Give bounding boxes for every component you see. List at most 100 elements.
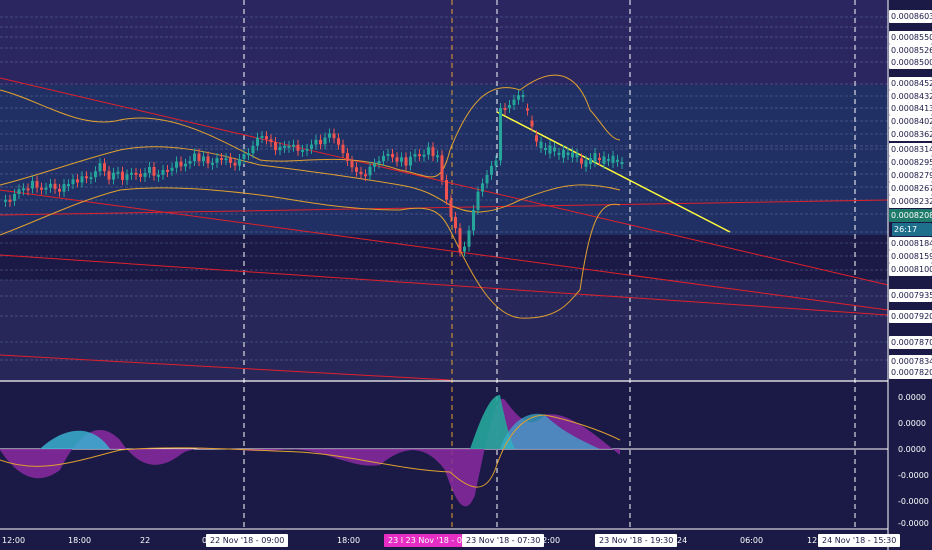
candle-body	[53, 183, 57, 189]
price-label: 0.0008279	[889, 169, 932, 182]
candle-body	[499, 108, 502, 161]
oscillator-signal-line	[0, 414, 621, 488]
candle-body	[391, 153, 394, 158]
candle-body	[517, 95, 520, 100]
candle-body	[157, 174, 160, 177]
candle-body	[580, 158, 583, 164]
candle-body	[238, 159, 241, 166]
lower-zone	[0, 280, 888, 380]
candle-body	[13, 194, 16, 201]
candle-body	[76, 179, 79, 183]
candle-body	[337, 138, 340, 145]
candle-body	[431, 147, 435, 157]
oscillator-label: 0.0000	[898, 419, 926, 428]
candle-body	[8, 199, 12, 202]
candle-body	[89, 177, 93, 180]
price-label: 0.0007834	[889, 355, 932, 368]
candle-body	[116, 171, 120, 174]
candle-body	[310, 144, 313, 149]
oscillator-label: -0.0000	[898, 471, 929, 480]
time-tick: 22	[140, 536, 151, 545]
candle-body	[422, 154, 426, 157]
price-label: 0.0008232	[889, 195, 932, 208]
price-label: 0.0008402	[889, 115, 932, 128]
time-tick: 18:00	[68, 536, 92, 545]
candle-body	[494, 160, 498, 166]
price-label: 0.0008526	[889, 44, 932, 57]
candle-body	[4, 199, 7, 202]
candle-body	[341, 144, 345, 154]
candle-body	[130, 172, 133, 175]
price-label: 0.0008452	[889, 77, 932, 90]
candle-body	[512, 99, 516, 106]
candle-body	[301, 149, 304, 152]
candle-body	[526, 108, 529, 111]
oscillator-label: -0.0000	[898, 519, 929, 528]
candle-body	[206, 156, 210, 164]
candle-body	[188, 161, 192, 164]
candle-body	[386, 153, 390, 156]
candle-body	[436, 155, 439, 158]
candle-body	[31, 180, 34, 189]
candle-body	[274, 141, 277, 151]
candle-body	[481, 183, 484, 192]
candle-body	[170, 167, 174, 171]
candle-body	[247, 153, 250, 156]
candle-body	[125, 174, 129, 180]
price-label: 0.0008432	[889, 90, 932, 103]
bollinger-band	[0, 146, 621, 213]
candle-body	[211, 162, 214, 165]
candle-body	[346, 153, 349, 161]
candle-body	[418, 154, 421, 157]
candle-body	[566, 152, 570, 156]
oscillator-histogram	[0, 398, 620, 507]
red-trendline	[0, 189, 889, 311]
candle-body	[467, 230, 471, 247]
candle-body	[508, 105, 511, 108]
candle-body	[260, 136, 264, 139]
candle-body	[328, 133, 331, 138]
candle-body	[382, 155, 385, 161]
time-tick: 06:00	[740, 536, 764, 545]
crosshair-time-label: 22 Nov '18 - 09:00	[206, 534, 289, 547]
candle-body	[364, 174, 367, 177]
candle-body	[296, 144, 300, 151]
candle-body	[152, 166, 156, 176]
candle-body	[400, 157, 403, 162]
candle-body	[242, 154, 246, 160]
candle-body	[404, 157, 408, 166]
candle-body	[332, 133, 336, 139]
candle-body	[179, 161, 183, 167]
candle-body	[229, 158, 232, 163]
candle-body	[202, 156, 205, 162]
candle-body	[265, 136, 268, 140]
candle-body	[449, 199, 453, 218]
upper-zone	[0, 0, 888, 85]
candle-body	[40, 187, 43, 190]
oscillator-area	[500, 413, 600, 449]
bollinger-band	[0, 74, 621, 178]
candle-body	[215, 158, 219, 163]
price-label: 0.0008267	[889, 182, 932, 195]
price-label: 0.0008550	[889, 31, 932, 44]
oscillator-area	[40, 430, 110, 449]
time-tick: 24	[677, 536, 688, 545]
candle-body	[139, 173, 142, 177]
candle-body	[278, 147, 282, 151]
oscillator-label: 0.0000	[898, 445, 926, 454]
candle-body	[350, 160, 354, 168]
price-label: 0.0008295	[889, 156, 932, 169]
candle-body	[562, 149, 565, 158]
candle-body	[67, 184, 70, 187]
candle-body	[409, 156, 412, 166]
candle-body	[121, 171, 124, 180]
price-label: 0.0008159	[889, 250, 932, 263]
candle-body	[49, 183, 52, 188]
candle-body	[305, 148, 309, 151]
candle-body	[193, 153, 196, 162]
candle-body	[616, 159, 619, 162]
price-label: 0.0008603	[889, 10, 932, 23]
candle-body	[557, 152, 561, 155]
